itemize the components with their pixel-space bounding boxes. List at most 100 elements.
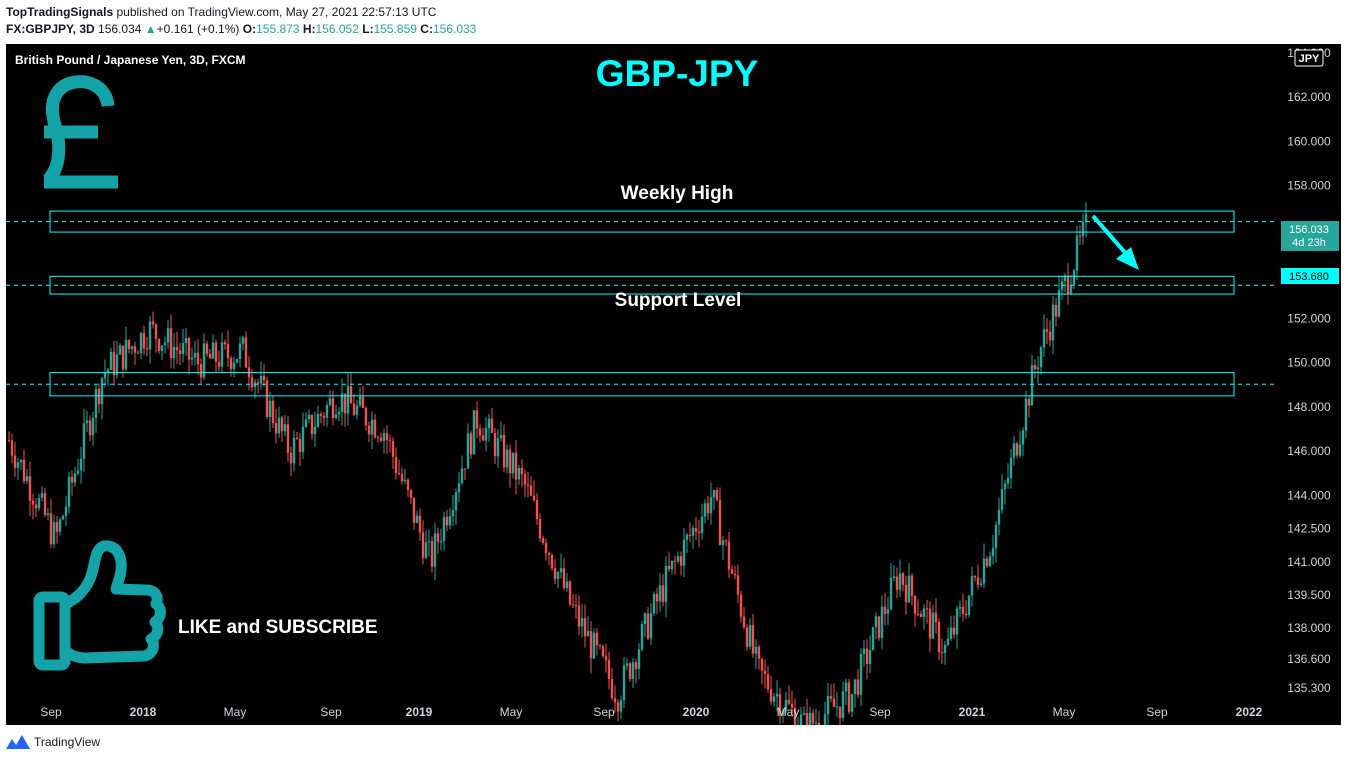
candle bbox=[565, 573, 569, 592]
y-tick-label: 152.000 bbox=[1287, 311, 1331, 325]
candle bbox=[328, 390, 332, 407]
candle bbox=[541, 535, 545, 545]
candle bbox=[421, 520, 425, 565]
candle bbox=[955, 605, 959, 649]
candle bbox=[19, 458, 23, 471]
candle bbox=[205, 340, 209, 357]
tradingview-brand[interactable]: TradingView bbox=[34, 735, 101, 749]
candle bbox=[757, 644, 761, 670]
candle bbox=[787, 685, 791, 706]
tradingview-footer[interactable]: TradingView bbox=[6, 735, 100, 749]
candle bbox=[127, 339, 131, 354]
candle bbox=[70, 470, 74, 496]
candle bbox=[652, 591, 656, 617]
candle bbox=[952, 615, 956, 639]
candle bbox=[892, 564, 896, 582]
level-price-tag bbox=[1281, 268, 1339, 284]
candle bbox=[1033, 359, 1037, 379]
chart-area[interactable]: 164.000162.000160.000158.000152.000150.0… bbox=[6, 44, 1341, 754]
candle bbox=[46, 507, 50, 521]
candle bbox=[457, 472, 461, 503]
cta-text: LIKE and SUBSCRIBE bbox=[178, 617, 378, 638]
candle bbox=[877, 616, 881, 641]
candle bbox=[481, 427, 485, 441]
candle bbox=[943, 641, 947, 665]
chart-canvas[interactable]: 164.000162.000160.000158.000152.000150.0… bbox=[6, 44, 1341, 754]
tradingview-logo-icon bbox=[6, 735, 30, 749]
candle bbox=[325, 401, 329, 427]
candle bbox=[271, 395, 275, 429]
candle bbox=[340, 378, 344, 426]
candle bbox=[859, 648, 863, 706]
candle bbox=[754, 639, 758, 669]
candle bbox=[610, 667, 614, 701]
candle bbox=[460, 455, 464, 485]
candle bbox=[745, 624, 749, 652]
candle bbox=[1006, 463, 1010, 489]
candle bbox=[487, 414, 491, 442]
y-tick-label: 136.600 bbox=[1287, 652, 1331, 666]
candle bbox=[811, 709, 815, 728]
y-tick-label: 142.500 bbox=[1287, 522, 1331, 536]
candle bbox=[853, 679, 857, 708]
candle bbox=[25, 468, 29, 485]
candle bbox=[571, 594, 575, 609]
candle bbox=[226, 330, 230, 367]
candle bbox=[925, 599, 929, 624]
candle bbox=[502, 424, 506, 472]
y-tick-label: 141.000 bbox=[1287, 555, 1331, 569]
instrument-label: British Pound / Japanese Yen, 3D, FXCM bbox=[15, 53, 246, 67]
y-tick-label: 135.300 bbox=[1287, 681, 1331, 695]
currency-badge[interactable]: JPY bbox=[1299, 53, 1320, 65]
candle bbox=[307, 409, 311, 424]
candle bbox=[760, 657, 764, 685]
candle bbox=[10, 433, 14, 464]
candle bbox=[523, 469, 527, 498]
y-tick-label: 146.000 bbox=[1287, 444, 1331, 458]
candle bbox=[1048, 319, 1052, 347]
candle bbox=[76, 458, 80, 476]
candle bbox=[778, 687, 782, 725]
candle bbox=[424, 530, 428, 560]
price-change: +0.161 (+0.1%) bbox=[156, 22, 240, 36]
candle bbox=[346, 373, 350, 426]
candle bbox=[988, 551, 992, 568]
candle bbox=[475, 401, 479, 438]
close-label: C: bbox=[420, 22, 433, 36]
candle bbox=[319, 411, 323, 424]
candle bbox=[1084, 202, 1088, 238]
author-name[interactable]: TopTradingSignals bbox=[6, 5, 114, 19]
candle bbox=[52, 514, 56, 548]
candle bbox=[802, 706, 806, 716]
candle bbox=[673, 555, 677, 575]
candle bbox=[607, 651, 611, 690]
candle bbox=[373, 414, 377, 439]
candle bbox=[883, 593, 887, 626]
candle bbox=[967, 595, 971, 618]
candle bbox=[694, 516, 698, 541]
price-axis[interactable] bbox=[1276, 44, 1341, 725]
candle bbox=[895, 567, 899, 599]
candle bbox=[670, 560, 674, 575]
candle bbox=[1018, 430, 1022, 458]
candle bbox=[667, 551, 671, 573]
candle bbox=[343, 393, 347, 427]
candle bbox=[649, 603, 653, 645]
candle bbox=[940, 638, 944, 664]
candle bbox=[589, 621, 593, 674]
candle bbox=[688, 522, 692, 543]
candle bbox=[7, 431, 11, 443]
candle bbox=[394, 447, 398, 480]
candle bbox=[445, 510, 449, 532]
candle bbox=[982, 543, 986, 588]
candle bbox=[931, 605, 935, 639]
candle bbox=[427, 528, 431, 557]
candle bbox=[880, 595, 884, 649]
candle bbox=[769, 675, 773, 706]
candle bbox=[265, 376, 269, 420]
candle bbox=[640, 620, 644, 652]
candle bbox=[169, 314, 173, 369]
candle bbox=[97, 383, 101, 414]
candle bbox=[562, 558, 566, 591]
candle bbox=[1051, 296, 1055, 355]
